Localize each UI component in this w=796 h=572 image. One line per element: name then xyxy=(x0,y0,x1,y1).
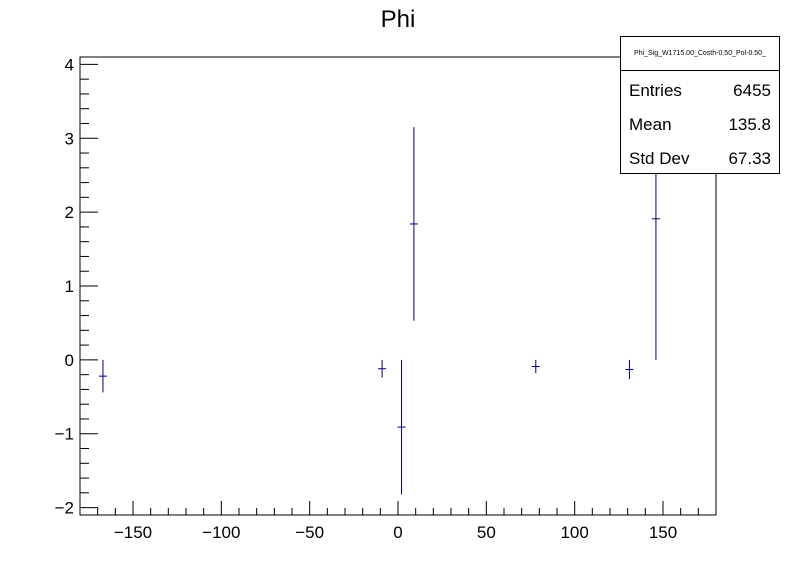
stats-label: Entries xyxy=(629,81,682,100)
y-tick-label: 4 xyxy=(65,55,74,74)
y-tick-label: 3 xyxy=(65,129,74,148)
stats-box: Phi_Sig_W1715.00_Costh-0.50_Pol-0.50_ En… xyxy=(620,36,780,174)
stats-row-stddev: Std Dev 67.33 xyxy=(629,142,771,176)
stats-label: Mean xyxy=(629,115,672,134)
chart-title: Phi xyxy=(380,6,416,33)
x-tick-label: 50 xyxy=(477,523,496,542)
y-tick-label: −2 xyxy=(55,499,74,518)
stats-value: 67.33 xyxy=(728,149,771,168)
x-tick-label: 150 xyxy=(649,523,677,542)
stats-row-mean: Mean 135.8 xyxy=(629,108,771,142)
x-tick-label: 100 xyxy=(560,523,588,542)
stats-histogram-name: Phi_Sig_W1715.00_Costh-0.50_Pol-0.50_ xyxy=(621,37,779,71)
x-tick-label: 0 xyxy=(393,523,402,542)
stats-row-entries: Entries 6455 xyxy=(629,74,771,108)
x-tick-label: −50 xyxy=(295,523,324,542)
y-tick-label: 2 xyxy=(65,203,74,222)
x-tick-label: −150 xyxy=(114,523,152,542)
stats-label: Std Dev xyxy=(629,149,690,168)
stats-value: 135.8 xyxy=(728,115,771,134)
y-tick-label: −1 xyxy=(55,425,74,444)
y-tick-label: 1 xyxy=(65,277,74,296)
x-tick-label: −100 xyxy=(202,523,240,542)
stats-value: 6455 xyxy=(733,81,771,100)
y-tick-label: 0 xyxy=(65,351,74,370)
